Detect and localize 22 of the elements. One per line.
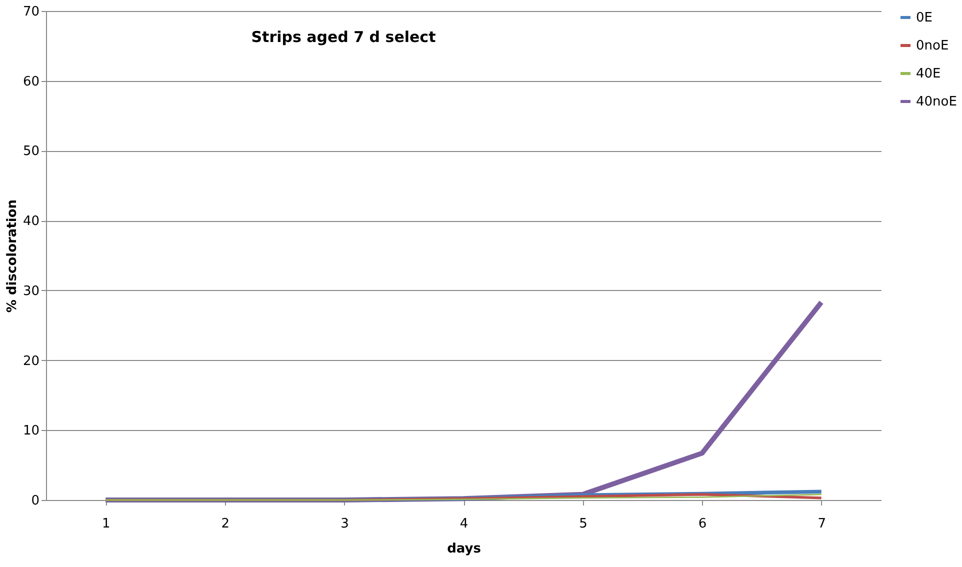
y-tick-label: 50 xyxy=(22,144,40,160)
legend-label: 40noE xyxy=(916,94,957,110)
y-tick-label: 10 xyxy=(22,424,40,439)
legend-label: 0noE xyxy=(916,38,949,54)
x-tick-label: 7 xyxy=(818,516,826,532)
y-tick-label: 30 xyxy=(22,284,40,299)
x-tick-label: 4 xyxy=(460,516,468,532)
y-tick-label: 40 xyxy=(22,214,40,230)
legend-label: 40E xyxy=(916,66,941,82)
text: Strips aged 7 d select xyxy=(251,28,436,46)
x-tick-label: 6 xyxy=(698,516,707,532)
y-tick-label: 60 xyxy=(22,74,40,90)
y-tick-label: 0 xyxy=(31,494,40,508)
x-tick-label: 1 xyxy=(102,516,110,532)
x-axis-title: days xyxy=(447,542,482,556)
x-tick-label: 5 xyxy=(579,516,588,532)
legend-label: 0E xyxy=(916,10,932,26)
x-tick-label: 2 xyxy=(221,516,230,532)
y-tick-label: 70 xyxy=(22,4,40,20)
y-axis-title: % discoloration xyxy=(4,199,20,313)
x-tick-label: 3 xyxy=(340,516,349,532)
y-tick-label: 20 xyxy=(22,354,40,369)
